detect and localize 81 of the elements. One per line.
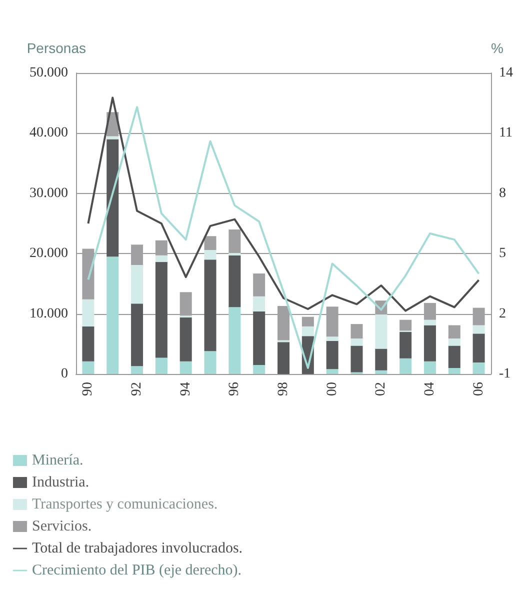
bar [228, 230, 241, 253]
bar [253, 311, 266, 365]
y-tick-label: 30.000 [30, 186, 68, 201]
x-tick-label: 98 [276, 382, 291, 396]
legend-label: Industria. [32, 474, 90, 490]
y2-tick-label: 2 [499, 306, 506, 322]
x-tick-label: 00 [324, 382, 340, 396]
bar [424, 320, 436, 326]
y2-tick-label: 11 [499, 126, 512, 141]
x-tick-label: 92 [130, 382, 145, 396]
bar [253, 273, 266, 296]
y2-axis-title: % [491, 40, 504, 56]
x-tick-label: 90 [80, 382, 96, 396]
legend-label: Transportes y comunicaciones. [32, 496, 218, 512]
bar [204, 351, 216, 374]
bar [400, 358, 412, 374]
bar [131, 304, 144, 366]
legend-label: Crecimiento del PIB (eje derecho). [32, 562, 242, 578]
bar [326, 340, 338, 370]
bar [375, 348, 388, 370]
bar [253, 296, 266, 312]
bar [326, 369, 338, 374]
y2-tick-label: 8 [499, 186, 506, 201]
bar [448, 346, 460, 368]
bar [82, 326, 94, 362]
bar [350, 324, 363, 338]
x-tick-label: 04 [422, 382, 438, 396]
bar [375, 314, 388, 349]
bar [326, 336, 338, 341]
y-tick-label: 40.000 [30, 126, 68, 141]
bar [472, 334, 485, 363]
line-series [87, 106, 480, 369]
bar [155, 358, 168, 374]
bar [82, 361, 94, 374]
bar [302, 316, 314, 326]
y-tick-label: 10.000 [30, 306, 68, 322]
bar [155, 255, 168, 262]
bar [204, 250, 216, 260]
bar [155, 262, 168, 358]
bar [82, 299, 94, 326]
bar [424, 325, 436, 362]
legend-label: Total de trabajadores involucrados. [32, 540, 243, 556]
bar [448, 368, 460, 374]
bar [228, 307, 241, 374]
y-tick-label: 50.000 [30, 66, 68, 80]
legend-label: Minería. [32, 452, 84, 468]
bar [131, 265, 144, 304]
bar [278, 342, 290, 374]
x-tick-label: 02 [374, 382, 389, 396]
bar [253, 364, 266, 374]
legend-label: Servicios. [32, 518, 92, 534]
bar [400, 320, 412, 331]
line-series [87, 96, 480, 312]
x-tick-label: 06 [471, 382, 486, 396]
x-tick-label: 96 [227, 382, 242, 396]
bar [350, 346, 363, 372]
bar [400, 332, 412, 358]
y-axis-title: Personas [26, 40, 86, 56]
bar [106, 139, 119, 257]
bar [472, 362, 485, 374]
x-tick-label: 94 [178, 382, 194, 396]
bar [228, 255, 241, 308]
bar [448, 325, 460, 338]
y2-tick-label: 5 [499, 246, 506, 262]
bar [350, 338, 363, 346]
bar [375, 370, 388, 374]
bar [424, 361, 436, 374]
bar [180, 361, 192, 374]
y2-tick-label: -1 [499, 366, 511, 382]
bar [448, 338, 460, 346]
bar [204, 236, 216, 250]
y-tick-label: 0 [61, 366, 68, 382]
bar [472, 325, 485, 334]
bar [180, 317, 192, 362]
y-tick-label: 20.000 [30, 246, 68, 262]
bar [204, 260, 216, 352]
bar [302, 326, 314, 336]
bar [106, 256, 119, 374]
bar [106, 136, 119, 140]
bar [131, 366, 144, 374]
y2-tick-label: 14 [499, 66, 513, 80]
